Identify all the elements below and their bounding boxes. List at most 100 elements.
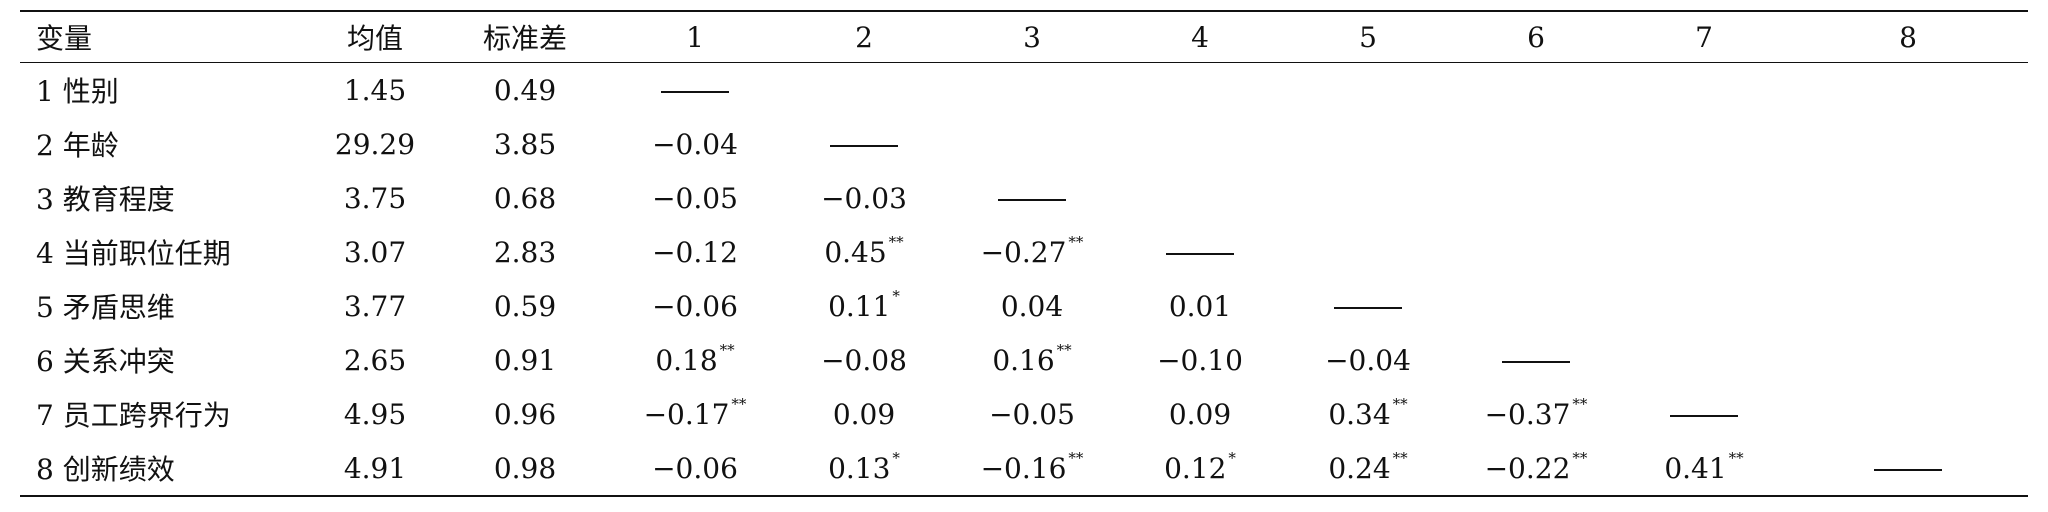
variable-name: 1 性别 [36, 75, 119, 108]
mean-value: 4.91 [343, 451, 407, 485]
significance-marker: ** [1392, 448, 1408, 467]
correlation-cell [1620, 279, 1788, 333]
correlation-cell [1788, 171, 2028, 225]
correlation-cell [1452, 171, 1620, 225]
mean-value: 3.77 [343, 289, 407, 323]
correlation-value: 0.45 [824, 235, 887, 269]
correlation-cell: 0.12 * [1116, 441, 1284, 496]
correlation-cell [1452, 63, 1620, 118]
correlation-value: −0.05 [652, 181, 738, 215]
correlation-value: −0.27 [980, 235, 1067, 269]
correlation-value: 0.34 [1328, 397, 1391, 431]
diagonal-dash [1502, 361, 1570, 363]
header-sd: 标准差 [482, 22, 567, 55]
correlation-cell [948, 171, 1116, 225]
correlation-cell [1452, 333, 1620, 387]
correlation-cell [1284, 63, 1452, 118]
correlation-cell: −0.16 ** [948, 441, 1116, 496]
variable-name: 4 当前职位任期 [36, 237, 231, 270]
correlation-cell [1788, 117, 2028, 171]
correlation-cell: −0.06 [610, 441, 780, 496]
mean-value: 4.95 [343, 397, 407, 431]
correlation-cell [1620, 117, 1788, 171]
table-row: 1 性别 1.45 0.49 [20, 63, 2028, 118]
correlation-value: −0.04 [1325, 343, 1411, 377]
correlation-cell: −0.22 ** [1452, 441, 1620, 496]
correlation-cell [1788, 333, 2028, 387]
correlation-cell: 0.18 ** [610, 333, 780, 387]
correlation-cell [780, 117, 948, 171]
correlation-cell [780, 63, 948, 118]
correlation-cell [1116, 225, 1284, 279]
significance-marker: ** [1068, 448, 1084, 467]
table-row: 7 员工跨界行为 4.95 0.96 −0.17 ** 0.09 −0.05 0.09 0.34… [20, 387, 2028, 441]
significance-marker: ** [1068, 232, 1084, 251]
correlation-value: 0.16 [992, 343, 1055, 377]
correlation-cell: −0.37 ** [1452, 387, 1620, 441]
correlation-value: 0.11 [828, 289, 891, 323]
diagonal-dash [1874, 469, 1942, 471]
mean-value: 3.75 [343, 181, 407, 215]
correlation-value: −0.06 [652, 451, 738, 485]
correlation-value: −0.22 [1484, 451, 1571, 485]
correlation-cell [610, 63, 780, 118]
correlation-value: −0.17 [643, 397, 730, 431]
correlation-cell: 0.34 ** [1284, 387, 1452, 441]
diagonal-dash [1670, 415, 1738, 417]
significance-marker: ** [1572, 394, 1588, 413]
significance-marker: ** [1056, 340, 1072, 359]
correlation-cell [1788, 279, 2028, 333]
table-row: 6 关系冲突 2.65 0.91 0.18 ** −0.08 0.16 ** −0.10 −0.0… [20, 333, 2028, 387]
correlation-table: 变量 均值 标准差 1 2 3 4 5 6 7 8 1 性别 1.45 0.49 2 … [20, 10, 2028, 497]
table-row: 3 教育程度 3.75 0.68 −0.05 −0.03 [20, 171, 2028, 225]
header-col-7: 7 [1695, 20, 1713, 54]
correlation-cell: 0.41 ** [1620, 441, 1788, 496]
header-col-8: 8 [1899, 20, 1917, 54]
correlation-cell [1620, 225, 1788, 279]
header-row: 变量 均值 标准差 1 2 3 4 5 6 7 8 [20, 11, 2028, 63]
mean-value: 1.45 [343, 73, 407, 107]
diagonal-dash [830, 145, 898, 147]
correlation-cell [1116, 171, 1284, 225]
correlation-cell [1452, 225, 1620, 279]
correlation-cell: −0.08 [780, 333, 948, 387]
correlation-cell: 0.45 ** [780, 225, 948, 279]
correlation-cell: 0.04 [948, 279, 1116, 333]
significance-marker: * [892, 286, 900, 305]
variable-name: 7 员工跨界行为 [36, 399, 231, 432]
variable-name: 6 关系冲突 [36, 345, 175, 378]
correlation-value: 0.24 [1328, 451, 1391, 485]
significance-marker: * [892, 448, 900, 467]
correlation-cell [1452, 279, 1620, 333]
correlation-cell [948, 63, 1116, 118]
correlation-cell [1620, 63, 1788, 118]
table-row: 2 年龄 29.29 3.85 −0.04 [20, 117, 2028, 171]
table-row: 4 当前职位任期 3.07 2.83 −0.12 0.45 ** −0.27 ** [20, 225, 2028, 279]
significance-marker: ** [731, 394, 747, 413]
correlation-cell [1788, 63, 2028, 118]
correlation-value: 0.13 [828, 451, 891, 485]
table-body: 1 性别 1.45 0.49 2 年龄 29.29 3.85 −0.04 3 教育程度 3.75… [20, 63, 2028, 497]
correlation-cell [1788, 441, 2028, 496]
diagonal-dash [1166, 253, 1234, 255]
correlation-value: −0.10 [1157, 343, 1243, 377]
variable-name: 2 年龄 [36, 129, 119, 162]
correlation-cell: −0.27 ** [948, 225, 1116, 279]
correlation-cell: −0.17 ** [610, 387, 780, 441]
significance-marker: ** [888, 232, 904, 251]
correlation-value: 0.04 [1000, 289, 1064, 323]
correlation-cell: 0.09 [1116, 387, 1284, 441]
correlation-value: −0.04 [652, 127, 738, 161]
correlation-value: −0.03 [821, 181, 907, 215]
correlation-value: 0.18 [655, 343, 718, 377]
correlation-cell: 0.16 ** [948, 333, 1116, 387]
diagonal-dash [1334, 307, 1402, 309]
correlation-cell: −0.04 [610, 117, 780, 171]
correlation-value: 0.41 [1664, 451, 1727, 485]
variable-name: 3 教育程度 [36, 183, 175, 216]
correlation-cell [1452, 117, 1620, 171]
correlation-value: −0.08 [821, 343, 907, 377]
correlation-value: −0.06 [652, 289, 738, 323]
correlation-value: 0.01 [1168, 289, 1232, 323]
